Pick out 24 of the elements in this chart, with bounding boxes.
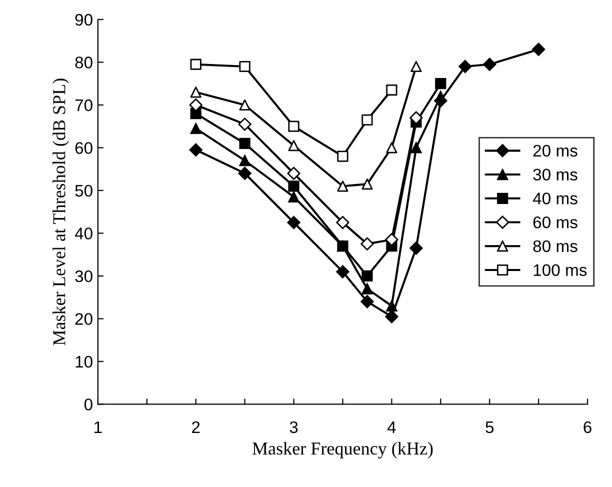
y-tick-label: 70: [75, 99, 92, 112]
legend-label: 100 ms: [534, 264, 587, 276]
y-tick-label: 20: [75, 313, 92, 325]
legend-label: 60 ms: [533, 216, 578, 228]
legend-label: 40 ms: [532, 192, 578, 204]
x-tick-label: 5: [486, 421, 494, 434]
y-axis-title: Masker Level at Threshold (dB SPL): [52, 78, 69, 346]
x-tick-label: 1: [94, 421, 102, 433]
x-tick-label: 6: [584, 421, 592, 434]
y-tick-label: 30: [75, 270, 92, 282]
x-tick-label: 4: [387, 421, 396, 433]
x-axis-title: Masker Frequency (kHz): [252, 442, 433, 458]
y-tick-label: 10: [76, 356, 92, 368]
x-tick-label: 3: [290, 421, 298, 434]
y-tick-label: 80: [75, 56, 92, 68]
legend-label: 20 ms: [533, 144, 578, 157]
legend-label: 80 ms: [533, 240, 578, 252]
y-tick-label: 0: [84, 398, 92, 410]
x-tick-label: 2: [192, 421, 200, 433]
y-tick-label: 40: [74, 228, 92, 240]
y-tick-label: 60: [75, 142, 92, 154]
legend-label: 30 ms: [533, 168, 578, 181]
y-tick-label: 90: [75, 14, 92, 26]
y-tick-label: 50: [75, 184, 92, 197]
